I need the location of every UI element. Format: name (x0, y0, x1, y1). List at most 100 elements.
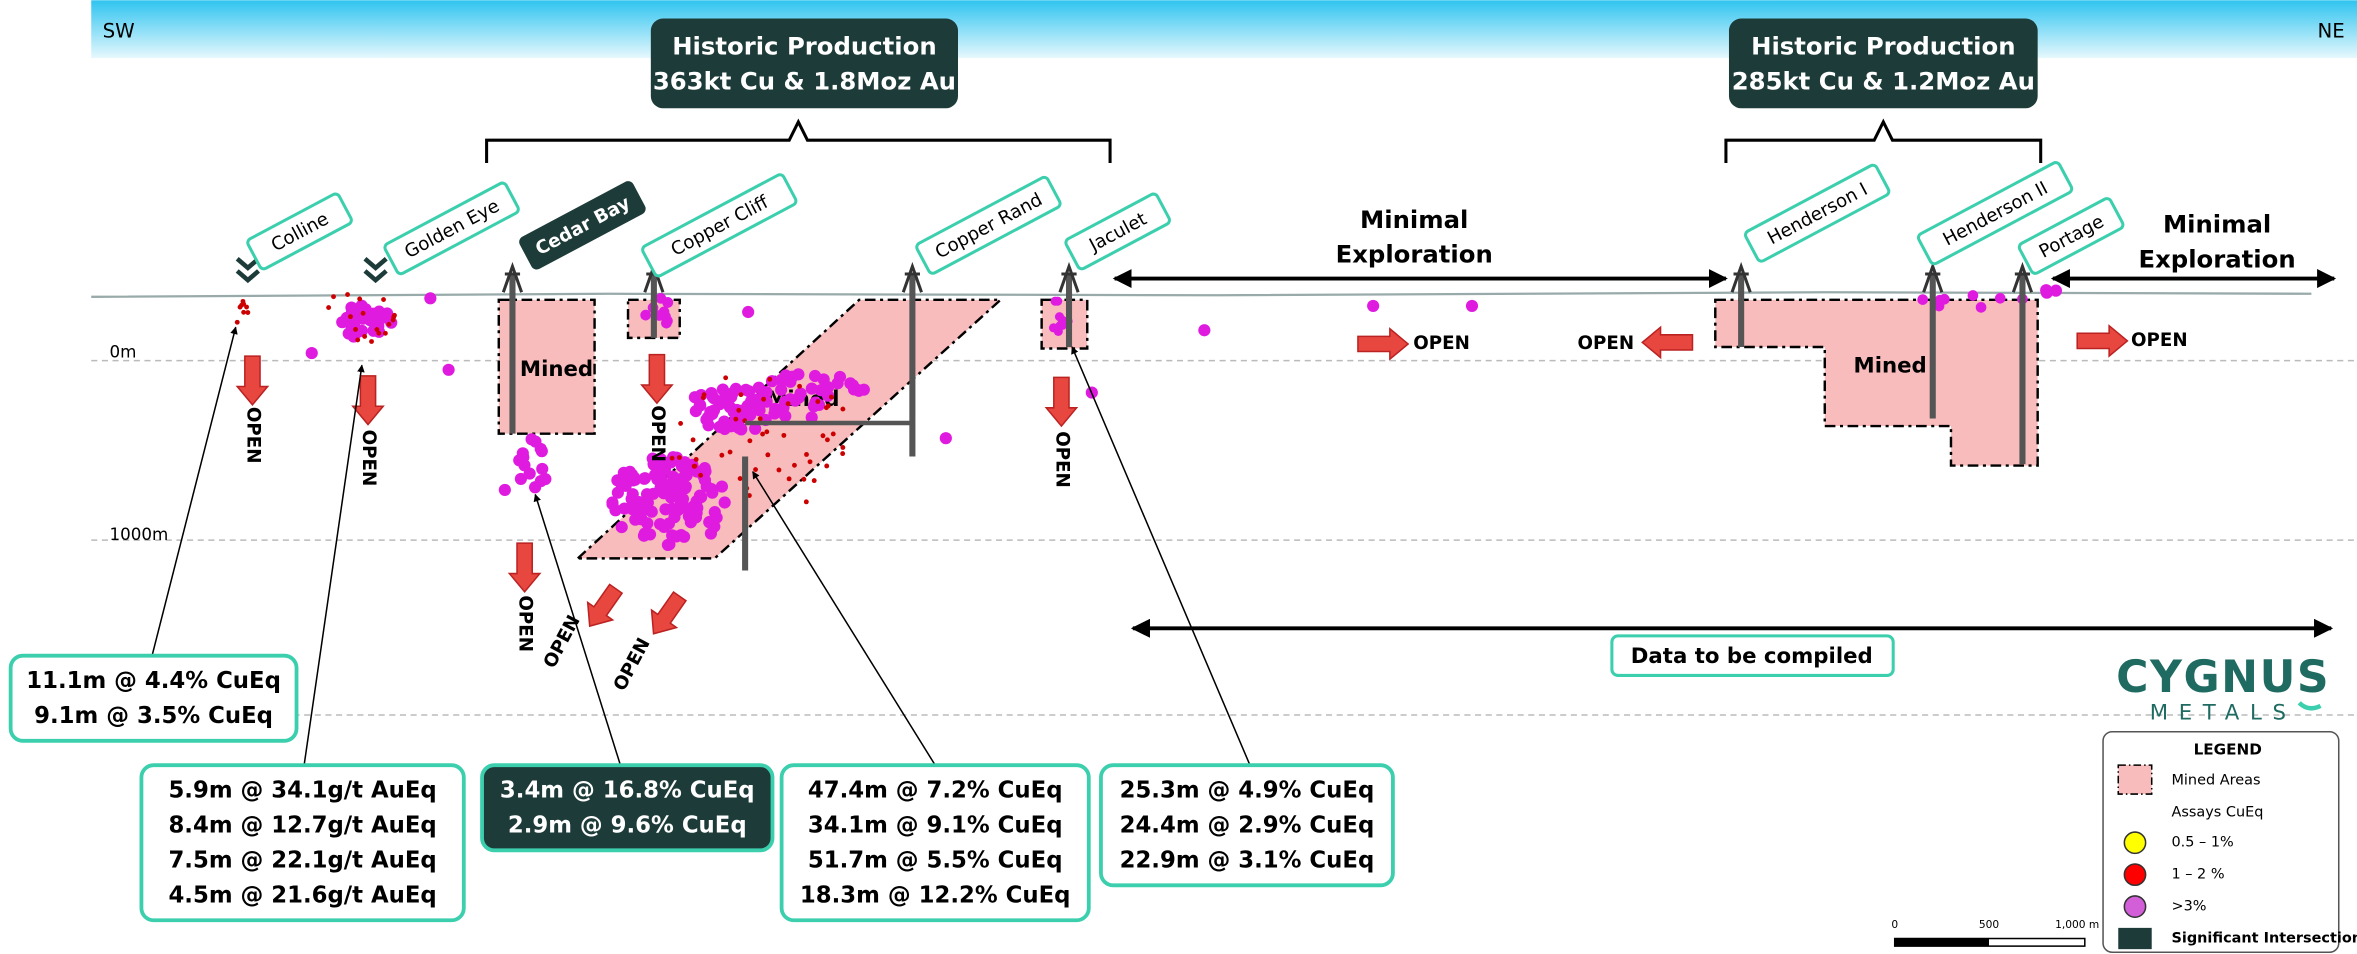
assay-dot (678, 420, 684, 426)
leader-line (533, 493, 622, 766)
assay-dot (840, 445, 846, 450)
legend-box (2102, 730, 2340, 953)
assay-dot (698, 472, 704, 478)
assay-dot (786, 476, 792, 482)
assay-dot (669, 455, 675, 461)
bracket (485, 118, 1112, 163)
open-arrow (235, 355, 270, 406)
open-arrow (586, 583, 624, 628)
deposit-box (246, 192, 353, 271)
intercept-line: 3.4m @ 16.8% CuEq (500, 778, 755, 804)
assay-dot (529, 435, 542, 448)
deposit-label: Copper Cliff (641, 173, 798, 278)
assay-dot (797, 383, 802, 389)
assay-dot (1367, 299, 1380, 313)
open-label: OPEN (610, 635, 655, 695)
logo-name: CYGNUS (2116, 652, 2330, 703)
production-title: Historic Production (672, 31, 936, 60)
assay-dot (1917, 294, 1929, 305)
assay-dot (674, 495, 687, 508)
assay-dot (695, 490, 708, 504)
assay-dot (241, 309, 247, 315)
compile-box (1610, 634, 1895, 677)
assay-dot (811, 478, 817, 484)
assay-dot (694, 399, 707, 412)
assay-dot (747, 397, 761, 410)
bracket (1724, 118, 2043, 163)
assay-dot (1967, 290, 1979, 301)
legend-item: Mined Areas (2171, 772, 2260, 788)
assay-dot (1050, 296, 1060, 306)
assay-dot (517, 451, 530, 464)
assay-dot (348, 314, 353, 320)
assay-dot (442, 363, 455, 376)
assay-dot (692, 463, 698, 469)
assay-dot (760, 431, 766, 437)
assay-dot (657, 520, 671, 534)
assay-dot (746, 493, 752, 498)
assay-dot (831, 377, 844, 390)
assay-dot (815, 399, 821, 405)
intercept-line: 8.4m @ 12.7g/t AuEq (168, 812, 436, 838)
intercept-line: 4.5m @ 21.6g/t AuEq (168, 882, 436, 908)
assay-dot (646, 452, 659, 465)
assay-dot (739, 383, 752, 396)
leader-line (303, 364, 365, 766)
production-box (650, 18, 959, 109)
open-arrow (2076, 324, 2129, 358)
assay-dot (760, 386, 773, 399)
assay-dot (336, 316, 349, 329)
assay-dot (708, 520, 721, 533)
assay-dot (353, 326, 358, 332)
assay-dot (701, 411, 715, 424)
intercept-line: 7.5m @ 22.1g/t AuEq (168, 847, 436, 873)
assay-dot (234, 319, 240, 325)
headframe (1922, 261, 1944, 293)
mined-area (497, 298, 596, 435)
legend-title: LEGEND (2194, 740, 2262, 758)
assay-dot (331, 294, 336, 300)
assay-dot (386, 321, 392, 327)
deposit-label: Cedar Bay (519, 181, 646, 270)
assay-dot (765, 375, 779, 388)
assay-dot (716, 383, 729, 396)
leader-line (752, 471, 936, 766)
minimal-exploration: Exploration (2138, 244, 2295, 273)
assay-dot (374, 327, 380, 332)
orientation-left: SW (103, 20, 135, 43)
assay-dot (514, 472, 527, 486)
deposit-label: Golden Eye (383, 181, 520, 276)
assay-dot (805, 411, 818, 424)
assay-dot (661, 317, 672, 329)
assay-dot (828, 394, 834, 400)
assay-dot (245, 310, 251, 315)
assay-dot (662, 297, 674, 308)
assay-dot (847, 383, 861, 396)
assay-dot (390, 317, 396, 323)
assay-dot (742, 305, 755, 319)
assay-dot (239, 302, 245, 308)
assay-dot (659, 503, 672, 516)
assay-dot (761, 396, 766, 402)
intercept-line: 47.4m @ 7.2% CuEq (808, 778, 1063, 804)
assay-dot (676, 455, 682, 460)
assay-dot (726, 387, 739, 400)
deposit-box (1064, 192, 1171, 271)
headframe (1058, 261, 1080, 293)
assay-dot (2040, 286, 2053, 299)
assay-dot (355, 337, 361, 343)
headframe (2011, 261, 2034, 293)
minimal-exploration: Exploration (1336, 240, 1493, 269)
open-label: OPEN (515, 595, 536, 652)
assay-dot (360, 310, 366, 316)
intercept-line: 24.4m @ 2.9% CuEq (1120, 812, 1375, 838)
assay-dot (939, 432, 952, 445)
open-label: OPEN (242, 407, 263, 464)
assay-dot (765, 452, 771, 458)
assay-dot (840, 451, 846, 457)
assay-dot (615, 521, 628, 534)
assay-dot (749, 422, 762, 435)
deposit-label: Copper Rand (915, 175, 1062, 275)
open-arrow (640, 353, 674, 405)
assay-dot (1933, 300, 1945, 312)
